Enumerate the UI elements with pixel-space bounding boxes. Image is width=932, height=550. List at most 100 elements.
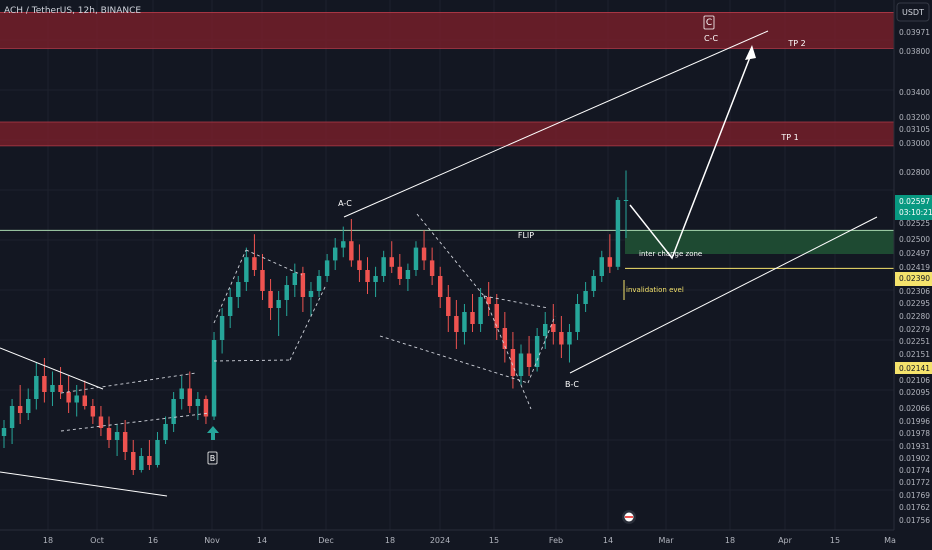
pattern-line [483, 295, 532, 410]
price-tick-label: 0.01996 [899, 417, 930, 426]
pattern-line [289, 284, 327, 361]
candle-body [526, 353, 532, 367]
candle-body [122, 432, 128, 452]
candle-body [510, 349, 516, 376]
price-tick-label: 0.02525 [899, 219, 930, 228]
candle-body [332, 247, 338, 261]
candle-body [131, 452, 136, 470]
price-badge-last [895, 195, 932, 220]
candle-body [486, 297, 491, 304]
time-tick-label: 14 [603, 536, 613, 545]
currency-button[interactable]: USDT [902, 8, 924, 17]
candle-body [446, 297, 451, 316]
price-tick-label: 0.01978 [899, 429, 930, 438]
candle-body [551, 324, 556, 332]
price-tick-label: 0.01774 [899, 466, 930, 475]
price-tick-label: 0.02066 [899, 404, 930, 413]
levels [0, 229, 894, 269]
annotation-flip: FLIP [518, 231, 534, 240]
time-tick-label: 18 [43, 536, 53, 545]
candle-body [413, 247, 419, 270]
price-tick-label: 0.02500 [899, 235, 930, 244]
candle-body [421, 247, 427, 261]
annotation-invalidation-level: invalidation evel [626, 286, 684, 294]
candle-body [607, 257, 613, 267]
candle-body [365, 270, 370, 282]
price-tick-label: 0.02151 [899, 350, 930, 359]
tradingview-logo-icon [622, 510, 636, 524]
time-tick-label: Feb [549, 536, 563, 545]
price-tick-label: 0.02279 [899, 325, 930, 334]
price-tick-label: 0.02295 [899, 299, 930, 308]
price-tick-label: 0.02280 [899, 312, 930, 321]
candle-body [268, 291, 273, 308]
candle-body [171, 399, 176, 424]
candle-body [502, 328, 508, 349]
candle-body [462, 312, 467, 332]
pattern-line [379, 335, 529, 384]
price-tick-label: 0.03971 [899, 28, 930, 37]
candle-body [9, 406, 15, 428]
time-tick-label: 15 [489, 536, 499, 545]
candle-body [591, 276, 596, 291]
price-tick-label: 0.01756 [899, 516, 930, 525]
pattern-line [213, 249, 247, 324]
candle-body [292, 273, 298, 285]
annotation-b-c: B-C [565, 380, 579, 389]
candle-body [90, 406, 96, 417]
price-tick-label: 0.02306 [899, 287, 930, 296]
price-tick-label: 0.01762 [899, 503, 930, 512]
price-tick-label: 0.01772 [899, 478, 930, 487]
time-tick-label: 18 [385, 536, 395, 545]
candle-body [559, 332, 564, 345]
candle-body [623, 200, 629, 201]
candle-body [599, 257, 604, 276]
candle-body [163, 424, 168, 440]
pattern-line [60, 372, 197, 394]
price-tick-label: 0.01769 [899, 491, 930, 500]
candle-body [114, 432, 120, 440]
candle-body [357, 260, 362, 270]
time-tick-label: 2024 [430, 536, 450, 545]
trendline [0, 471, 168, 497]
time-tick-label: 18 [725, 536, 735, 545]
time-axis: 18 Oct 16 Nov 14 Dec 18 2024 15 Feb 14 Mar 18 Apr 15 Ma [0, 529, 932, 550]
price-tick-label: 0.02419 [899, 263, 930, 272]
candle-body [494, 304, 499, 328]
candle-body [106, 428, 112, 440]
candle-body [324, 260, 330, 276]
up-arrow-icon [207, 426, 219, 440]
candles [1, 170, 629, 475]
annotation-c-marker: C [706, 18, 712, 28]
candle-body [139, 456, 144, 470]
price-badge-low [895, 362, 932, 374]
time-tick-label: Nov [204, 536, 220, 545]
candle-body [583, 291, 588, 304]
candle-body [50, 385, 55, 392]
currency-button-bg[interactable] [896, 2, 930, 22]
price-tick-label: 0.03000 [899, 139, 930, 148]
candle-body [58, 385, 63, 392]
candle-body [195, 399, 201, 406]
projection-path [629, 51, 753, 260]
time-tick-label: Oct [90, 536, 104, 545]
candle-body [252, 257, 257, 270]
annotation-a-c: A-C [338, 199, 352, 208]
candle-body [316, 276, 322, 291]
zones [0, 12, 894, 254]
pattern-line [60, 412, 211, 432]
candle-body [381, 257, 386, 276]
candle-body [284, 285, 289, 300]
price-tick-label: 0.03105 [899, 125, 930, 134]
candle-body [478, 297, 483, 324]
candle-body [341, 241, 346, 248]
time-tick-label: Dec [318, 536, 333, 545]
price-tick-label: 0.03400 [899, 88, 930, 97]
candle-body [349, 241, 354, 261]
annotation-tp1: TP 1 [780, 133, 798, 142]
candle-body [1, 428, 7, 436]
inter-change-zone [625, 230, 894, 254]
price-badge-invalidation-value: 0.02390 [899, 274, 930, 283]
price-tick-label: 0.03200 [899, 113, 930, 122]
